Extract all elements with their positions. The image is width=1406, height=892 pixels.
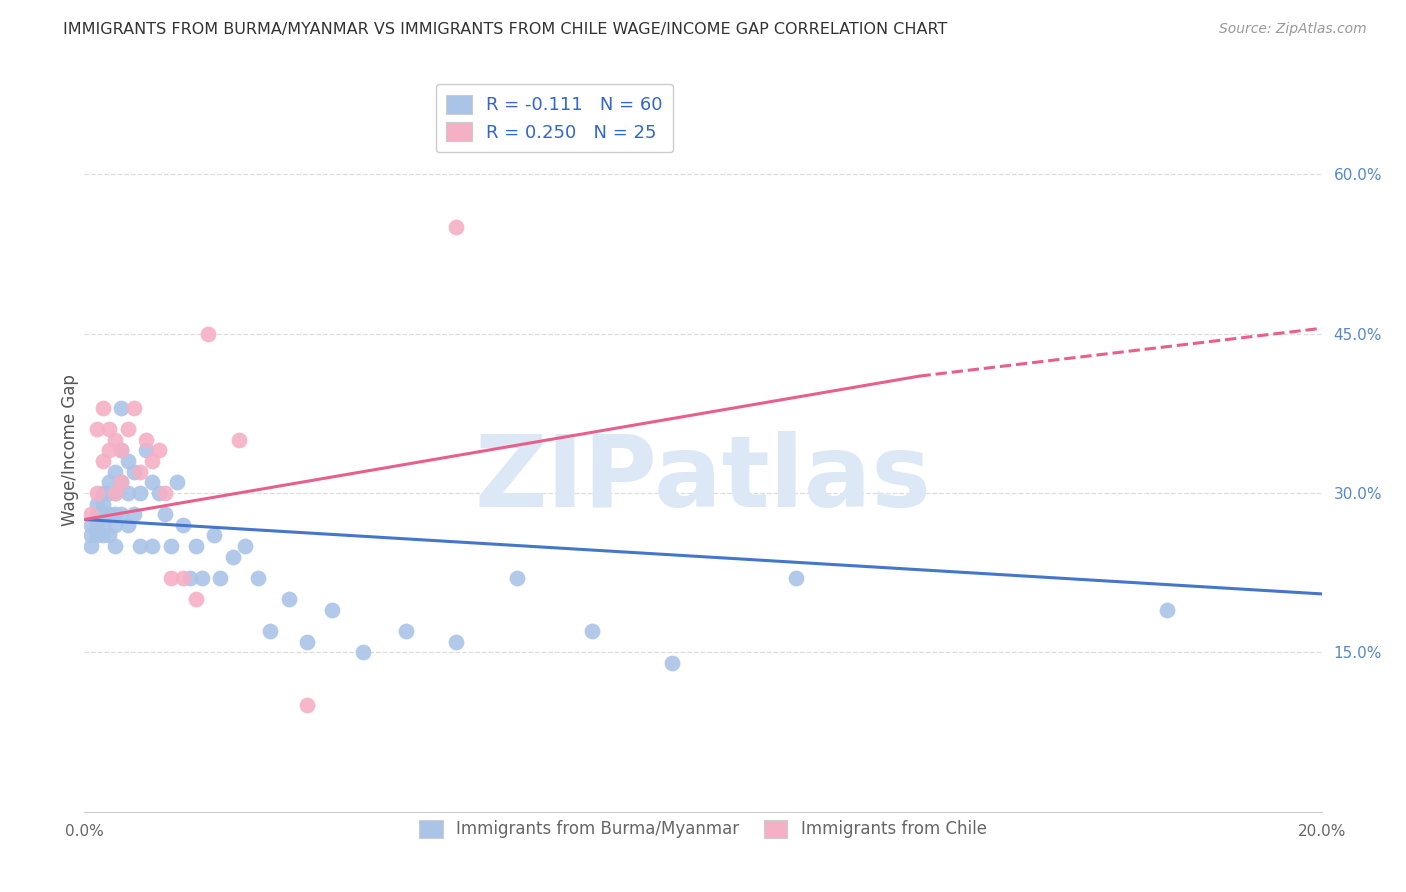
Point <box>98 507 121 521</box>
Point <box>91 454 114 468</box>
Point <box>110 443 132 458</box>
Point <box>184 539 207 553</box>
Point <box>395 624 418 639</box>
Point <box>166 475 188 490</box>
Point <box>98 475 121 490</box>
Point <box>79 539 101 553</box>
Point <box>86 507 108 521</box>
Point <box>91 517 114 532</box>
Point <box>141 475 163 490</box>
Point <box>1156 603 1178 617</box>
Point <box>117 486 139 500</box>
Point <box>104 486 127 500</box>
Point <box>179 571 201 585</box>
Point <box>506 571 529 585</box>
Point <box>581 624 603 639</box>
Point <box>295 634 318 648</box>
Point <box>104 486 127 500</box>
Y-axis label: Wage/Income Gap: Wage/Income Gap <box>62 375 80 526</box>
Point <box>79 528 101 542</box>
Point <box>129 486 152 500</box>
Point <box>209 571 232 585</box>
Point <box>91 528 114 542</box>
Point <box>79 507 101 521</box>
Point <box>228 433 250 447</box>
Point <box>148 443 170 458</box>
Point <box>91 497 114 511</box>
Point <box>86 486 108 500</box>
Point <box>122 507 145 521</box>
Point <box>352 645 374 659</box>
Point <box>117 517 139 532</box>
Point <box>110 475 132 490</box>
Point <box>122 465 145 479</box>
Point <box>110 443 132 458</box>
Point <box>153 486 176 500</box>
Point <box>141 539 163 553</box>
Point <box>91 486 114 500</box>
Point <box>233 539 256 553</box>
Point <box>86 528 108 542</box>
Point <box>122 401 145 415</box>
Legend: Immigrants from Burma/Myanmar, Immigrants from Chile: Immigrants from Burma/Myanmar, Immigrant… <box>411 812 995 847</box>
Point <box>785 571 807 585</box>
Point <box>129 539 152 553</box>
Point <box>91 507 114 521</box>
Point <box>135 443 157 458</box>
Point <box>661 656 683 670</box>
Point <box>110 475 132 490</box>
Point <box>246 571 269 585</box>
Point <box>148 486 170 500</box>
Point <box>172 517 194 532</box>
Point <box>444 634 467 648</box>
Text: ZIPatlas: ZIPatlas <box>475 431 931 528</box>
Point <box>277 592 299 607</box>
Point <box>104 539 127 553</box>
Point <box>222 549 245 564</box>
Point <box>98 528 121 542</box>
Point <box>172 571 194 585</box>
Point <box>444 220 467 235</box>
Point <box>197 326 219 341</box>
Point <box>98 443 121 458</box>
Point <box>321 603 343 617</box>
Point <box>86 497 108 511</box>
Point <box>129 465 152 479</box>
Point <box>91 401 114 415</box>
Point <box>79 517 101 532</box>
Point <box>104 507 127 521</box>
Point <box>191 571 214 585</box>
Point <box>86 517 108 532</box>
Point <box>202 528 225 542</box>
Point <box>86 422 108 436</box>
Point <box>104 433 127 447</box>
Point <box>184 592 207 607</box>
Point <box>104 465 127 479</box>
Point <box>104 517 127 532</box>
Point <box>153 507 176 521</box>
Point <box>259 624 281 639</box>
Point <box>117 422 139 436</box>
Point <box>135 433 157 447</box>
Text: IMMIGRANTS FROM BURMA/MYANMAR VS IMMIGRANTS FROM CHILE WAGE/INCOME GAP CORRELATI: IMMIGRANTS FROM BURMA/MYANMAR VS IMMIGRA… <box>63 22 948 37</box>
Text: Source: ZipAtlas.com: Source: ZipAtlas.com <box>1219 22 1367 37</box>
Point <box>117 454 139 468</box>
Point <box>160 571 183 585</box>
Point <box>110 401 132 415</box>
Point <box>98 486 121 500</box>
Point <box>160 539 183 553</box>
Point <box>295 698 318 713</box>
Point <box>110 507 132 521</box>
Point <box>98 422 121 436</box>
Point <box>141 454 163 468</box>
